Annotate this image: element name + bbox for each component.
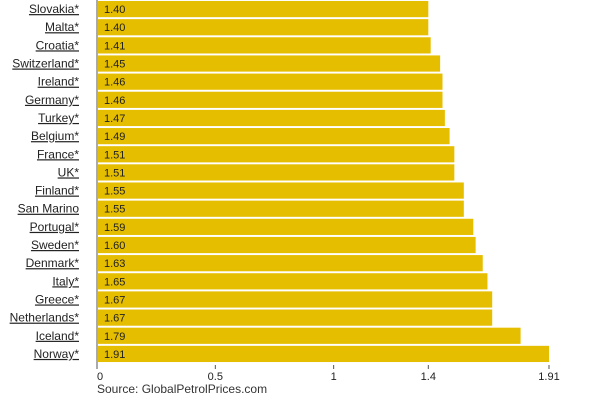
category-label[interactable]: Greece* (35, 292, 79, 306)
value-label: 1.79 (104, 331, 125, 343)
value-label: 1.65 (104, 276, 125, 288)
category-label[interactable]: Netherlands* (10, 311, 80, 325)
x-ticks-group: 0 0.5 1 1.4 1.91 (96, 365, 560, 383)
category-label[interactable]: Belgium* (31, 129, 79, 143)
bar (98, 200, 464, 217)
value-label: 1.46 (104, 95, 125, 107)
bar (98, 291, 493, 308)
value-label: 1.45 (104, 59, 125, 71)
value-label: 1.67 (104, 294, 125, 306)
bar (98, 109, 445, 127)
bar (98, 236, 476, 254)
value-labels-group: 1.40 1.40 1.41 1.45 1.46 1.46 1.47 1.49 1.51 1.51… (104, 4, 125, 361)
value-label: 1.46 (104, 77, 125, 89)
bar (98, 0, 429, 18)
category-label[interactable]: UK* (58, 165, 80, 179)
value-label: 1.60 (104, 240, 125, 252)
bar (98, 37, 431, 54)
bar (98, 55, 441, 72)
category-label[interactable]: Italy* (52, 274, 79, 288)
value-label: 1.67 (104, 313, 125, 325)
category-label[interactable]: Malta* (45, 20, 79, 34)
bar (98, 91, 443, 108)
bar (98, 182, 464, 199)
bar (98, 19, 429, 36)
category-label[interactable]: Germany* (25, 93, 79, 107)
value-label: 1.51 (104, 167, 125, 179)
bar (98, 345, 549, 363)
category-label[interactable]: Sweden* (31, 238, 79, 252)
category-label[interactable]: Turkey* (38, 111, 79, 125)
bars-group (98, 0, 549, 363)
source-note: Source: GlobalPetrolPrices.com (97, 382, 268, 396)
value-label: 1.49 (104, 131, 125, 143)
value-label: 1.47 (104, 113, 125, 125)
category-label[interactable]: Iceland* (36, 329, 80, 343)
value-label: 1.41 (104, 40, 125, 52)
category-label[interactable]: Denmark* (26, 256, 80, 270)
value-label: 1.59 (104, 222, 125, 234)
x-tick-label: 1.91 (538, 371, 559, 383)
category-label[interactable]: Croatia* (36, 38, 80, 52)
category-label[interactable]: Finland* (35, 184, 79, 198)
x-tick-label: 1.4 (421, 371, 436, 383)
bar (98, 146, 455, 163)
x-tick-label: 0.5 (208, 371, 223, 383)
category-label[interactable]: France* (37, 147, 79, 161)
category-label[interactable]: Ireland* (38, 75, 80, 89)
value-label: 1.40 (104, 4, 125, 16)
bar (98, 128, 450, 145)
bar (98, 73, 443, 90)
value-label: 1.63 (104, 258, 125, 270)
value-label: 1.40 (104, 22, 125, 34)
bar (98, 255, 483, 272)
bar (98, 309, 493, 326)
bar (98, 218, 474, 235)
category-label[interactable]: Norway* (34, 347, 80, 361)
category-label[interactable]: Slovakia* (29, 2, 79, 16)
value-label: 1.91 (104, 349, 125, 361)
category-label[interactable]: Switzerland* (12, 57, 79, 71)
category-label[interactable]: San Marino (18, 202, 80, 216)
category-labels-group: Slovakia* Malta* Croatia* Switzerland* Irela… (10, 2, 80, 361)
value-label: 1.55 (104, 186, 125, 198)
bar (98, 327, 521, 344)
category-label[interactable]: Portugal* (30, 220, 80, 234)
bar (98, 273, 488, 290)
x-tick-label: 1 (331, 371, 337, 383)
x-tick-label: 0 (97, 371, 103, 383)
bar (98, 164, 455, 181)
value-label: 1.51 (104, 149, 125, 161)
value-label: 1.55 (104, 204, 125, 216)
